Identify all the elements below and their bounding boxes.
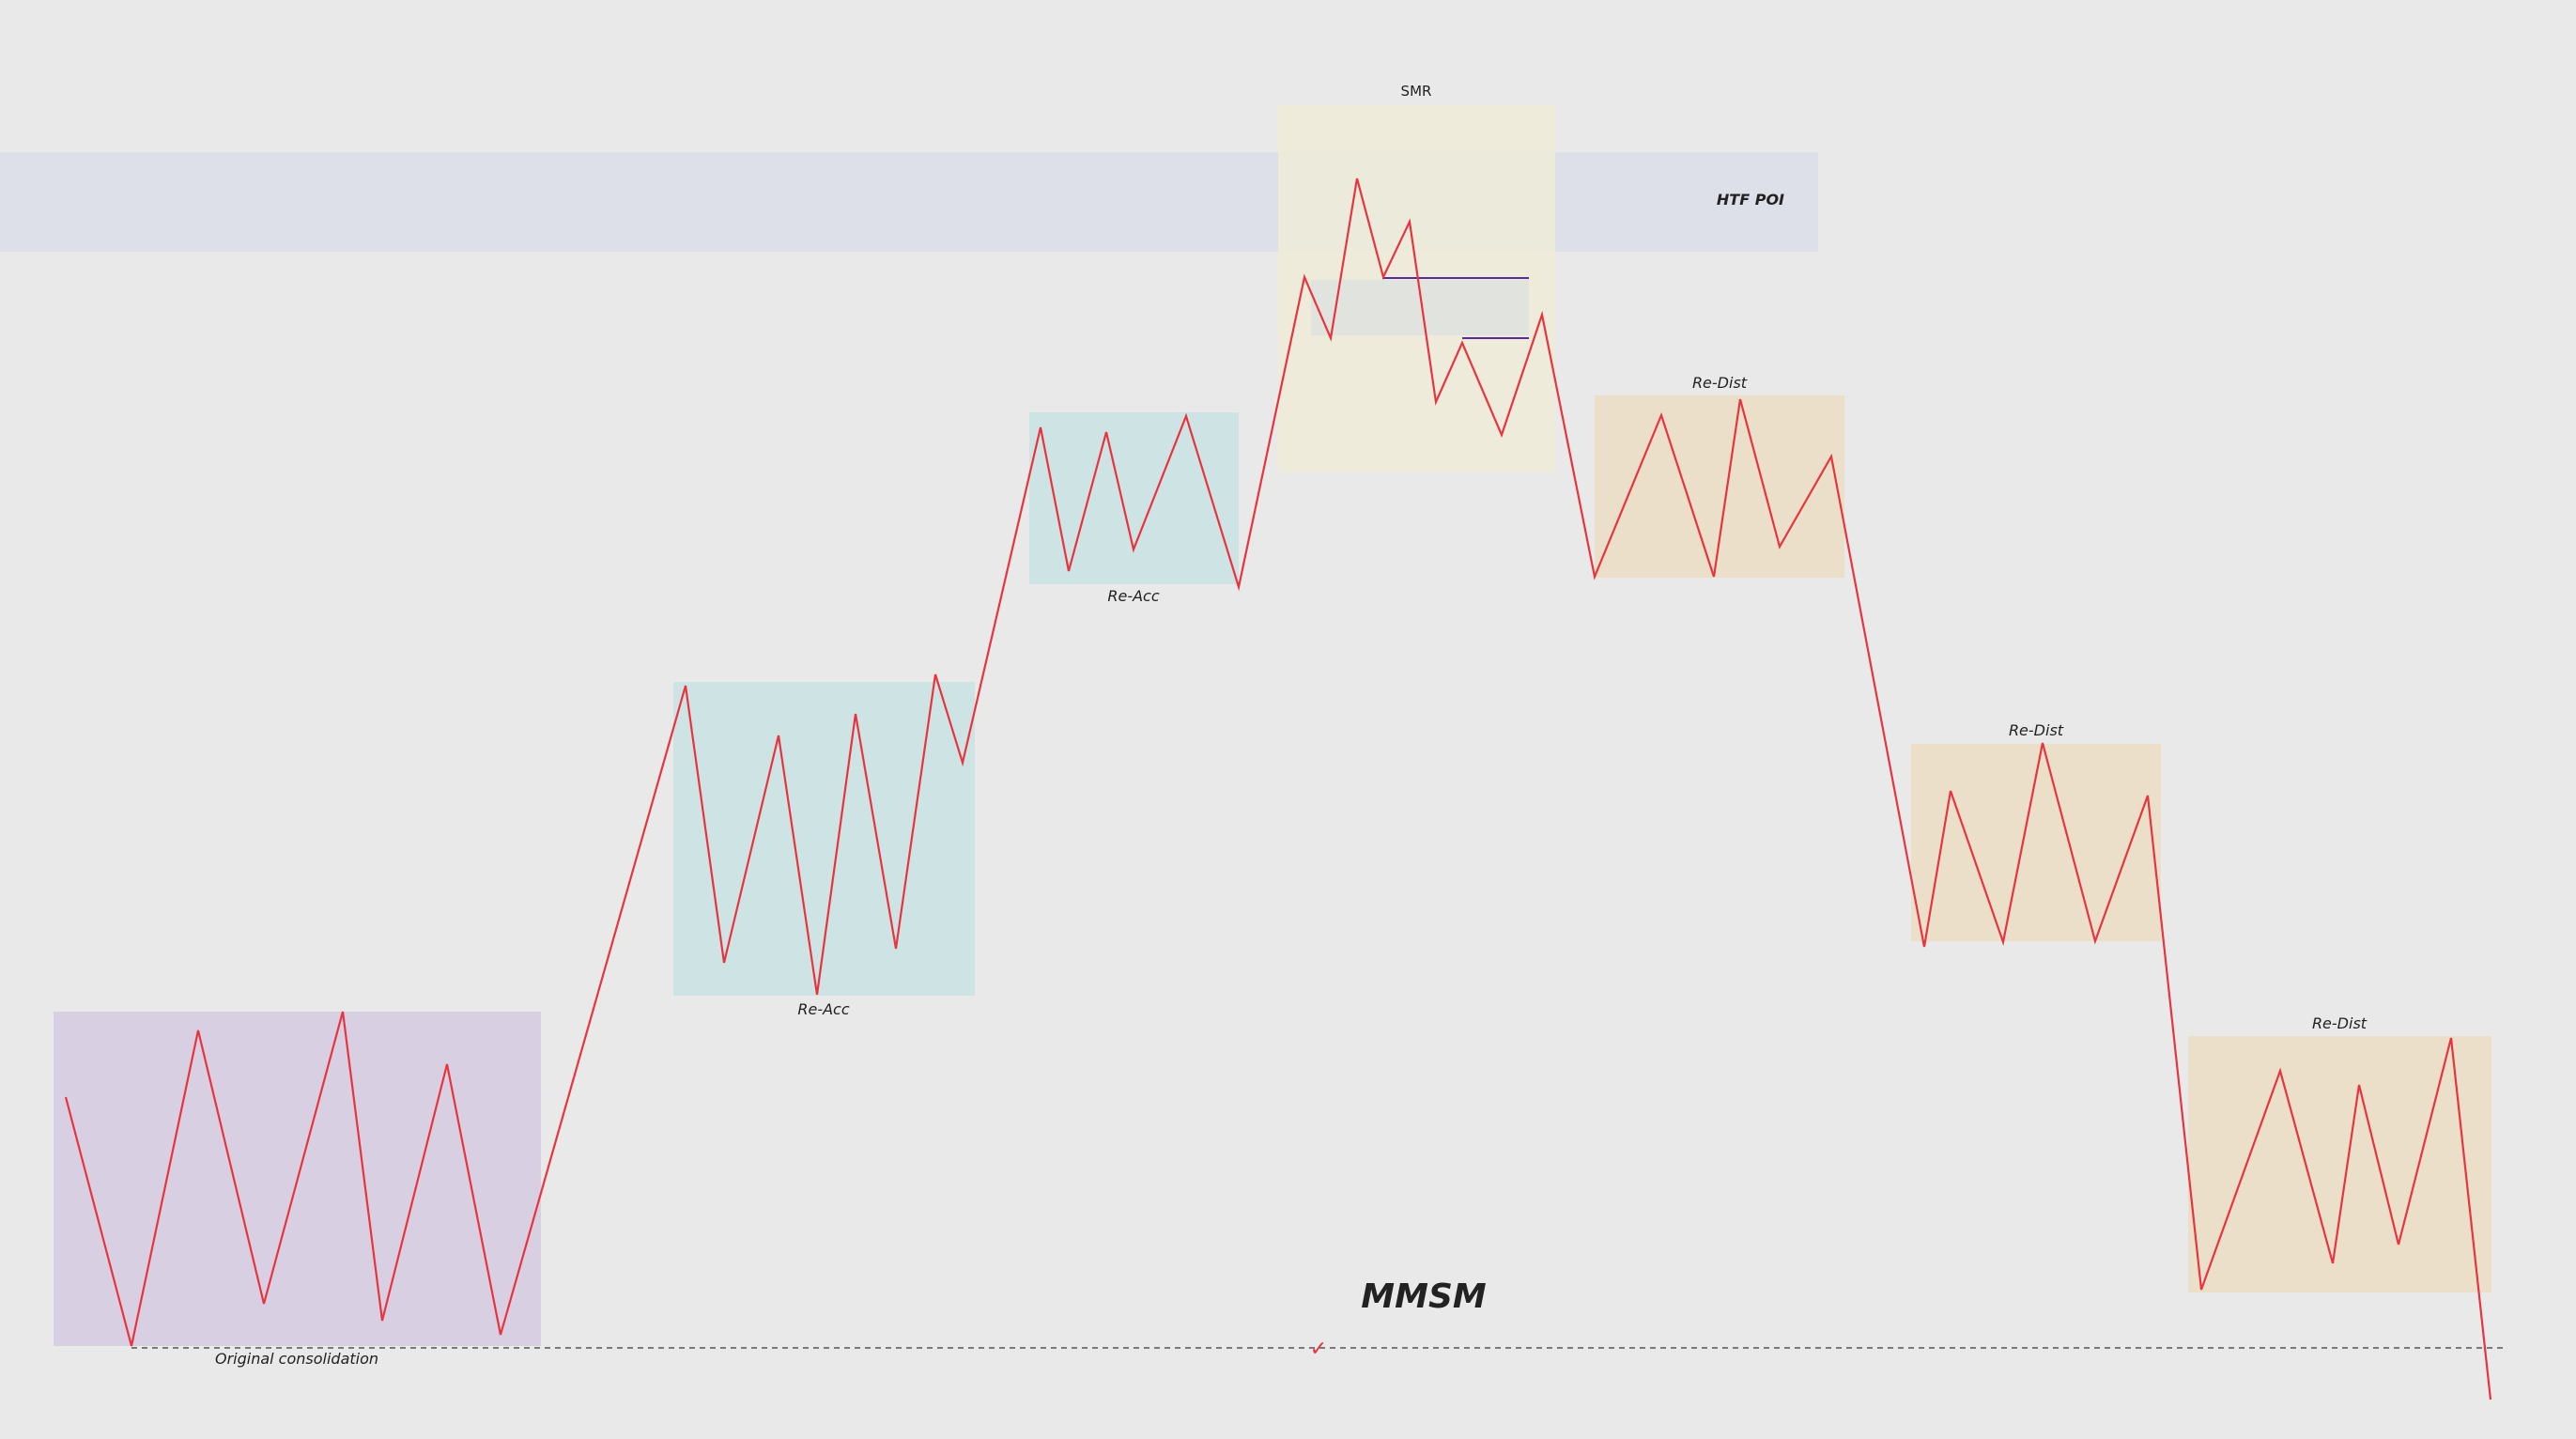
checkmark-icon: ✓ — [1310, 1338, 1327, 1361]
re-dist-label-3: Re-Dist — [2312, 1014, 2368, 1032]
zone-re-acc-2 — [1029, 412, 1239, 584]
diagram-title: MMSM — [1361, 1277, 1487, 1316]
zone-re-dist-3 — [2188, 1036, 2491, 1292]
htf-poi-label: HTF POI — [1717, 191, 1784, 209]
zone-re-dist-1 — [1595, 395, 1844, 578]
smr-label: SMR — [1401, 83, 1432, 100]
re-dist-label-2: Re-Dist — [2009, 721, 2064, 739]
re-acc-label-1: Re-Acc — [797, 1000, 849, 1018]
price-path — [64, 178, 2492, 1400]
original-consolidation-label: Original consolidation — [215, 1350, 378, 1368]
re-acc-label-2: Re-Acc — [1107, 587, 1159, 605]
re-dist-label-1: Re-Dist — [1692, 374, 1748, 392]
